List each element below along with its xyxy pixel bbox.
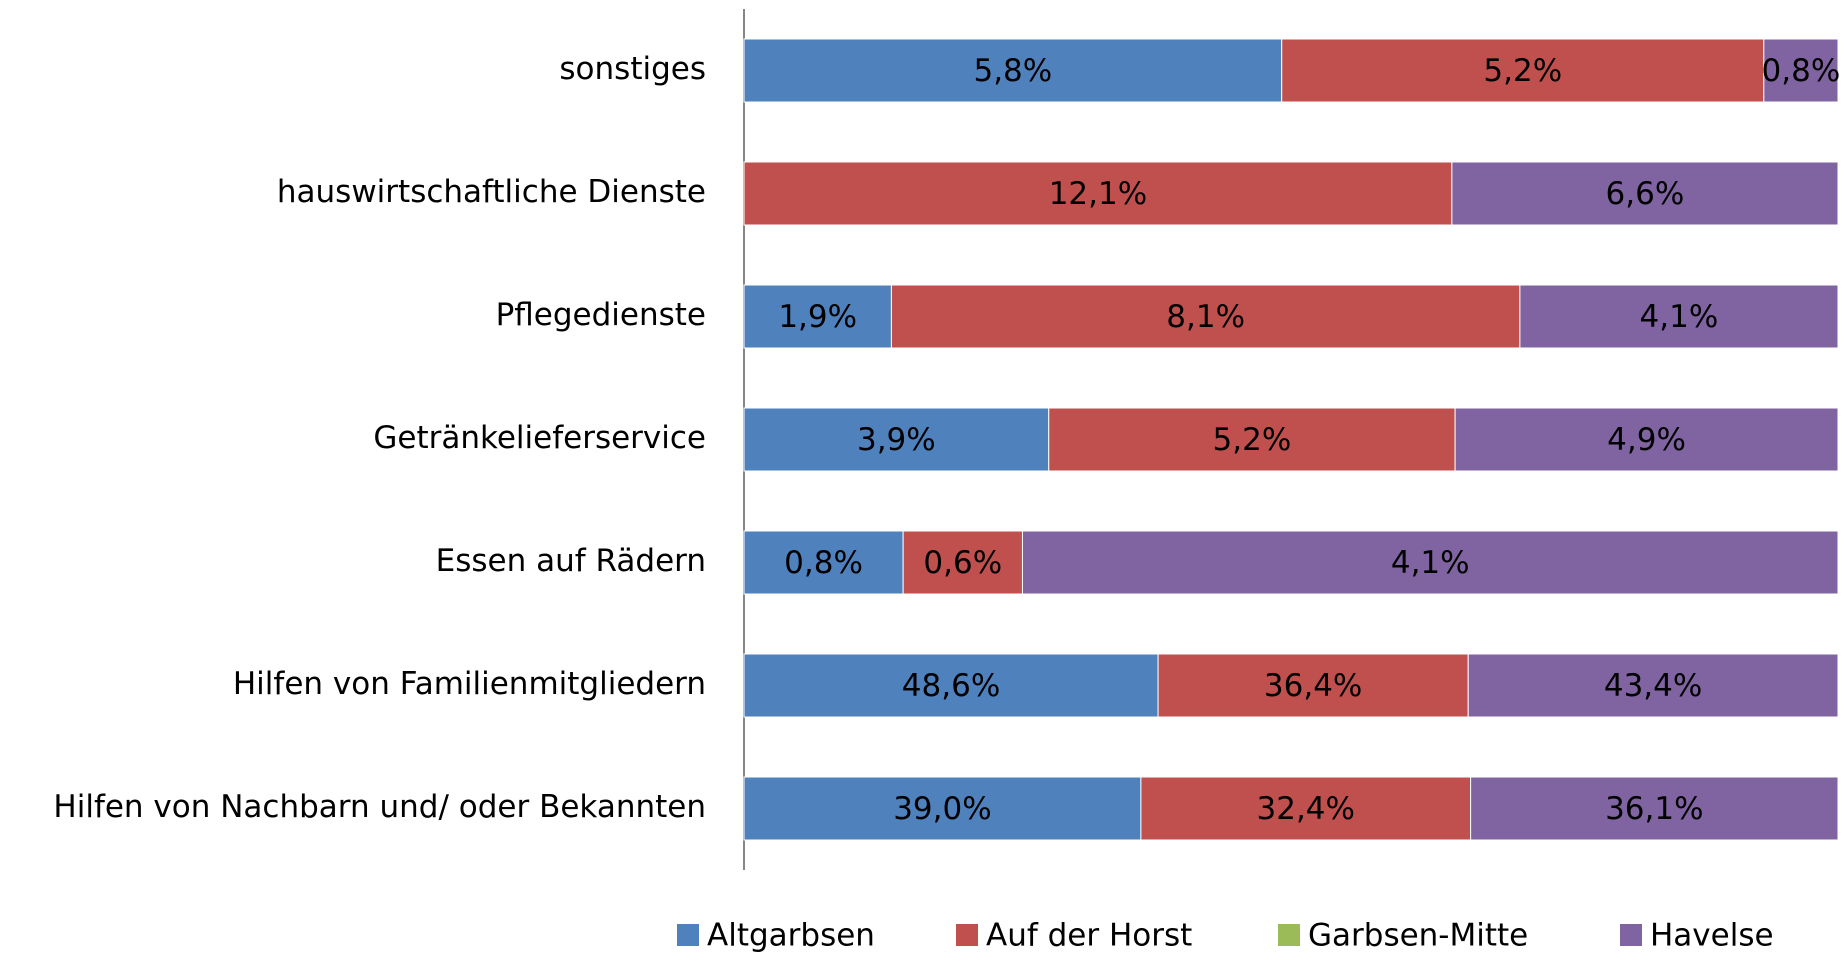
value-label: 5,2%	[1483, 53, 1562, 89]
value-label: 4,9%	[1607, 422, 1686, 458]
category-label: sonstiges	[559, 51, 706, 87]
legend-swatch	[1278, 924, 1300, 946]
bar-segment	[1454, 407, 1839, 472]
value-label: 0,6%	[923, 545, 1002, 581]
legend-label: Altgarbsen	[707, 918, 875, 954]
value-label: 48,6%	[902, 668, 1000, 704]
bar-segment	[1470, 776, 1839, 841]
bar-segment	[743, 407, 1050, 472]
value-label: 12,1%	[1049, 176, 1147, 212]
value-label: 5,2%	[1213, 422, 1292, 458]
bar-segment	[1281, 38, 1765, 103]
legend-label: Havelse	[1650, 918, 1774, 954]
bar-segment	[1157, 653, 1469, 718]
value-label: 8,1%	[1166, 299, 1245, 335]
value-label: 4,1%	[1640, 299, 1719, 335]
value-label: 32,4%	[1257, 791, 1355, 827]
value-label: 1,9%	[778, 299, 857, 335]
bar-segment	[1519, 284, 1839, 349]
bar-segment	[1467, 653, 1839, 718]
value-label: 6,6%	[1606, 176, 1685, 212]
bar-segment	[1763, 38, 1839, 103]
value-label: 39,0%	[893, 791, 991, 827]
category-label: Hilfen von Nachbarn und/ oder Bekannten	[53, 789, 706, 825]
legend-swatch	[956, 924, 978, 946]
bar-segment	[1451, 161, 1839, 226]
legend-swatch	[677, 924, 699, 946]
value-label: 3,9%	[857, 422, 936, 458]
category-label: Pflegedienste	[496, 297, 706, 333]
value-label: 36,4%	[1264, 668, 1362, 704]
category-label: Essen auf Rädern	[436, 543, 706, 579]
category-label: Hilfen von Familienmitgliedern	[233, 666, 706, 702]
bar-segment	[743, 38, 1283, 103]
value-label: 36,1%	[1605, 791, 1703, 827]
bar-segment	[1140, 776, 1472, 841]
value-label: 0,8%	[1762, 53, 1841, 89]
legend-label: Auf der Horst	[986, 918, 1192, 954]
legend-swatch	[1620, 924, 1642, 946]
value-label: 4,1%	[1391, 545, 1470, 581]
category-label: hauswirtschaftliche Dienste	[277, 174, 706, 210]
value-label: 0,8%	[784, 545, 863, 581]
bar-segment	[1021, 530, 1839, 595]
legend-label: Garbsen-Mitte	[1308, 918, 1528, 954]
bar-segment	[743, 776, 1142, 841]
bar-segment	[902, 530, 1023, 595]
value-label: 5,8%	[973, 53, 1052, 89]
bar-segment	[1048, 407, 1456, 472]
value-label: 43,4%	[1604, 668, 1702, 704]
category-label: Getränkelieferservice	[373, 420, 706, 456]
bar-segment	[743, 653, 1159, 718]
bar-segment	[743, 284, 892, 349]
bar-segment	[743, 530, 904, 595]
